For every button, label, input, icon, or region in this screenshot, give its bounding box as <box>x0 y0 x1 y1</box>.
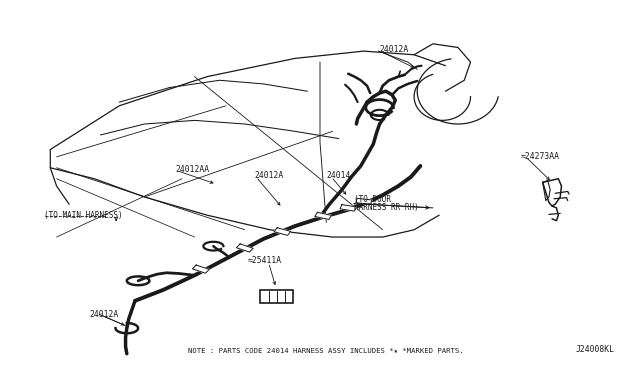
Text: ≂24273AA: ≂24273AA <box>521 152 560 161</box>
Text: NOTE : PARTS CODE 24014 HARNESS ASSY INCLUDES *★ *MARKED PARTS.: NOTE : PARTS CODE 24014 HARNESS ASSY INC… <box>188 349 464 355</box>
Polygon shape <box>315 212 332 219</box>
Text: J24008KL: J24008KL <box>576 346 615 355</box>
FancyBboxPatch shape <box>260 289 293 304</box>
Text: (TO DOOR: (TO DOOR <box>355 195 392 204</box>
Polygon shape <box>236 244 253 252</box>
Text: 24012AA: 24012AA <box>176 165 210 174</box>
Text: (TO MAIN HARNESS): (TO MAIN HARNESS) <box>44 211 123 220</box>
Polygon shape <box>340 205 356 211</box>
Polygon shape <box>193 265 209 273</box>
Polygon shape <box>356 198 372 204</box>
Text: 24012A: 24012A <box>380 45 409 54</box>
Text: 24014: 24014 <box>326 171 351 180</box>
Text: ≂25411A: ≂25411A <box>248 256 282 265</box>
Text: 24012A: 24012A <box>89 310 118 319</box>
Text: HARNESS RR RH): HARNESS RR RH) <box>355 203 419 212</box>
Text: 24012A: 24012A <box>254 171 284 180</box>
Polygon shape <box>274 228 291 235</box>
